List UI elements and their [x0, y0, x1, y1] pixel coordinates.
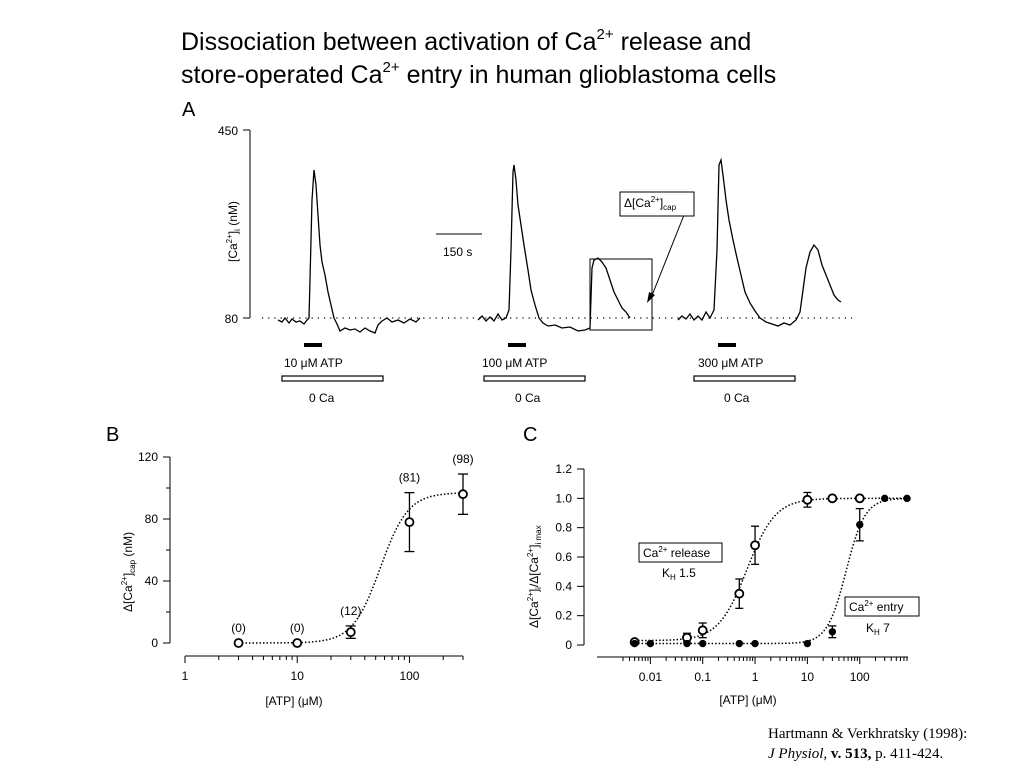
- panel-b-x-label: [ATP] (μM): [265, 694, 322, 708]
- atp-bar-1: [304, 343, 322, 347]
- title-line-2: store-operated Ca2+ entry in human gliob…: [181, 58, 777, 89]
- entry-data-point: [856, 521, 864, 529]
- zero-ca-label-1: 0 Ca: [309, 391, 335, 405]
- callout-box: [619, 191, 695, 217]
- panel-b-x-tick-label: 100: [399, 669, 419, 683]
- release-data-point: [802, 494, 813, 505]
- zero-ca-bar-3: [693, 375, 796, 382]
- panel-b-y-tick-label: 80: [145, 512, 159, 526]
- page-title: Dissociation between activation of Ca2+ …: [181, 26, 941, 92]
- panel-c-y-tick-label: 0.8: [555, 521, 572, 535]
- atp-bar-2: [508, 343, 526, 347]
- panel-b-n-label: (12): [340, 604, 361, 618]
- release-legend-label: Ca2+ release: [643, 545, 710, 560]
- release-legend-box: [638, 542, 723, 563]
- panel-c-x-tick-label: 10: [801, 670, 815, 684]
- panel-b-data-point: [292, 638, 303, 648]
- zero-ca-bar-1: [281, 375, 384, 382]
- entry-data-point: [735, 639, 743, 648]
- release-data-point: [750, 540, 760, 551]
- callout-label: Δ[Ca2+]cap: [624, 195, 677, 212]
- entry-data-point: [903, 494, 911, 503]
- citation-authors: Hartmann & Verkhratsky (1998):: [768, 726, 968, 742]
- panel-b-n-label: (81): [399, 471, 420, 485]
- entry-data-point: [751, 639, 759, 648]
- entry-data-point: [646, 639, 655, 648]
- release-data-point: [697, 625, 708, 636]
- panel-c-y-tick-label: 0.2: [555, 609, 572, 623]
- entry-data-point: [630, 639, 639, 648]
- release-data-point: [854, 493, 865, 504]
- callout-arrow: [650, 214, 685, 299]
- citation: Hartmann & Verkhratsky (1998): J Physiol…: [768, 724, 967, 764]
- entry-legend-label: Ca2+ entry: [849, 599, 903, 614]
- citation-source: J Physiol, v. 513, p. 411-424.: [768, 746, 944, 762]
- panel-b-y-label: Δ[Ca2+]cap (nM): [120, 532, 137, 612]
- panel-b-data-point: [233, 638, 244, 648]
- entry-data-point: [881, 494, 889, 503]
- panel-c-y-tick-label: 1.0: [555, 491, 572, 505]
- panel-b-n-label: (0): [231, 621, 246, 635]
- panel-c-x-tick-label: 1: [752, 670, 759, 684]
- panel-c-x-tick-label: 0.01: [639, 670, 663, 684]
- trace-300um: [677, 157, 842, 327]
- panel-c-y-label: Δ[Ca2+]i/Δ[Ca2+]i max: [526, 525, 543, 628]
- atp-label-3: 300 μM ATP: [698, 356, 763, 370]
- panel-b-letter: B: [106, 424, 120, 446]
- panel-c-y-tick-label: 1.2: [555, 462, 572, 476]
- atp-label-1: 10 μM ATP: [284, 356, 343, 370]
- entry-data-point: [803, 639, 812, 648]
- panel-a-y-top-label: 450: [218, 124, 238, 138]
- panel-b-x-tick-label: 1: [182, 669, 189, 683]
- atp-label-2: 100 μM ATP: [482, 356, 547, 370]
- panel-b-x-tick-label: 10: [291, 669, 305, 683]
- entry-legend-box: [844, 596, 920, 617]
- trace-10um: [277, 169, 421, 334]
- entry-kh-label: KH 7: [866, 621, 890, 637]
- title-line-1: Dissociation between activation of Ca2+ …: [181, 25, 752, 56]
- panel-c-y-tick-label: 0.6: [555, 550, 572, 564]
- panel-a-letter: A: [182, 99, 196, 121]
- callout-arrowhead: [647, 292, 655, 303]
- panel-b-data-point: [404, 517, 415, 527]
- panel-b-y-tick-label: 120: [138, 450, 158, 464]
- release-kh-label: KH 1.5: [662, 566, 696, 582]
- panel-b-n-label: (0): [290, 621, 305, 635]
- panel-b-data-point: [458, 489, 468, 500]
- trace-100um: [477, 164, 631, 332]
- panel-b-y-tick-label: 40: [145, 574, 159, 588]
- panel-c-x-tick-label: 100: [850, 670, 870, 684]
- panel-c-x-label: [ATP] (μM): [719, 693, 776, 707]
- release-data-point: [734, 588, 745, 599]
- panel-b-data-point: [345, 627, 356, 638]
- entry-data-point: [828, 628, 837, 636]
- panel-b-n-label: (98): [452, 452, 473, 466]
- panel-c-y-tick-label: 0.4: [555, 579, 572, 593]
- panel-a-y-label: [Ca2+]i (nM): [225, 201, 242, 262]
- atp-bar-3: [718, 343, 736, 347]
- entry-data-point: [683, 639, 691, 648]
- panel-c-letter: C: [523, 424, 538, 446]
- time-scale-label: 150 s: [443, 245, 472, 259]
- panel-a-y-bottom-label: 80: [225, 312, 239, 326]
- zero-ca-label-2: 0 Ca: [515, 391, 541, 405]
- zero-ca-label-3: 0 Ca: [724, 391, 750, 405]
- zero-ca-bar-2: [483, 375, 586, 382]
- panel-c-x-tick-label: 0.1: [694, 670, 711, 684]
- panel-b-y-tick-label: 0: [151, 636, 158, 650]
- release-data-point: [827, 493, 838, 504]
- panel-c-y-tick-label: 0: [565, 638, 572, 652]
- entry-data-point: [699, 639, 707, 648]
